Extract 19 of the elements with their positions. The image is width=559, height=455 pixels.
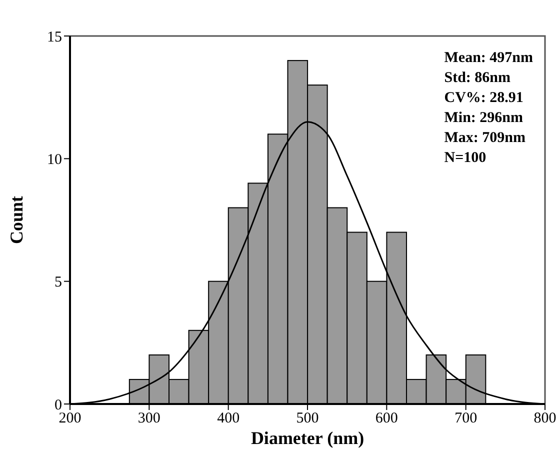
- x-tick-label: 400: [217, 410, 240, 427]
- x-tick-label: 500: [296, 410, 319, 427]
- y-tick-label: 15: [47, 29, 62, 46]
- annotation: Max: 709nm: [444, 129, 526, 148]
- annotation: Std: 86nm: [444, 69, 512, 88]
- y-tick-label: 0: [54, 397, 62, 414]
- y-axis-title: Count: [6, 196, 26, 244]
- y-tick-label: 5: [54, 274, 62, 291]
- x-tick-label: 200: [58, 410, 82, 427]
- annotation: N=100: [444, 149, 488, 168]
- annotation: Mean: 497nm: [444, 49, 533, 68]
- annotation: Min: 296nm: [444, 109, 524, 128]
- x-tick-label: 800: [534, 410, 556, 427]
- x-tick-label: 300: [138, 410, 160, 427]
- annotation: CV%: 28.91: [444, 89, 524, 108]
- x-tick-label: 700: [454, 410, 478, 427]
- x-axis-title: Diameter (nm): [250, 428, 364, 448]
- x-tick-label: 600: [375, 410, 398, 427]
- y-tick-label: 10: [47, 152, 62, 168]
